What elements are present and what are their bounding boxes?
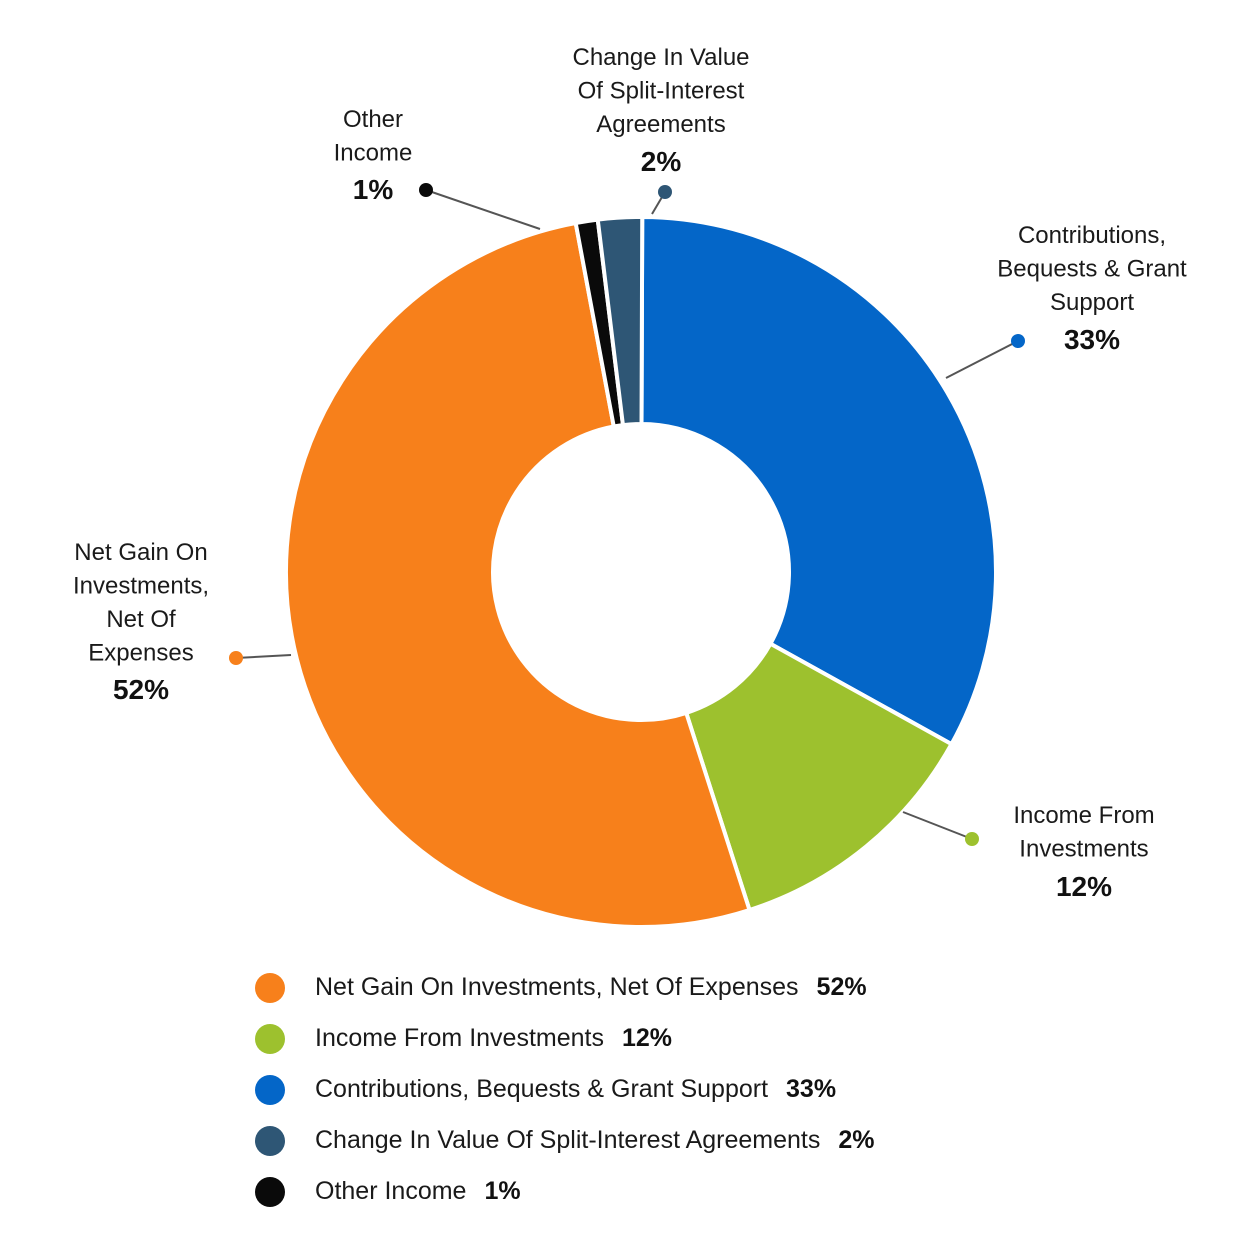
legend-percent: 1% xyxy=(484,1177,521,1205)
callout-leader-line xyxy=(425,189,541,230)
callout-dot xyxy=(965,832,979,846)
legend-percent: 52% xyxy=(816,973,867,1001)
callout-percent: 2% xyxy=(641,146,682,177)
callout-leader-line xyxy=(945,340,1019,379)
legend-item[interactable]: Change In Value Of Split-Interest Agreem… xyxy=(255,1115,875,1166)
legend-item[interactable]: Other Income 1% xyxy=(255,1166,875,1217)
legend-label: Income From Investments xyxy=(315,1024,604,1052)
legend-label: Net Gain On Investments, Net Of Expenses xyxy=(315,973,799,1001)
legend-swatch xyxy=(255,972,285,1003)
legend-label: Contributions, Bequests & Grant Support xyxy=(315,1075,769,1103)
callout-label: Income From Investments xyxy=(1013,802,1154,863)
legend-percent: 2% xyxy=(838,1126,875,1154)
callout-dot xyxy=(658,185,672,199)
callout-label: Contributions, Bequests & Grant Support xyxy=(997,222,1187,316)
callout-dot xyxy=(229,651,243,665)
donut-slice[interactable] xyxy=(684,641,954,913)
legend-item[interactable]: Net Gain On Investments, Net Of Expenses… xyxy=(255,962,875,1013)
donut-slice[interactable] xyxy=(284,221,752,929)
callout-label: Other Income xyxy=(334,106,413,167)
callout-label: Change In Value Of Split-Interest Agreemen… xyxy=(572,44,749,138)
callout-dot xyxy=(419,183,433,197)
callout-percent: 1% xyxy=(353,174,394,205)
legend-item[interactable]: Income From Investments 12% xyxy=(255,1013,875,1064)
donut-slices xyxy=(284,215,998,929)
legend-percent: 12% xyxy=(621,1024,673,1052)
legend-swatch xyxy=(255,1023,285,1054)
donut-slice[interactable] xyxy=(595,215,645,428)
callout-label: Net Gain On Investments, Net Of Expenses xyxy=(73,539,209,667)
donut-slice[interactable] xyxy=(639,215,998,747)
callout-leader-line xyxy=(235,654,292,659)
legend-swatch xyxy=(255,1125,285,1156)
legend-swatch xyxy=(255,1176,285,1207)
slice-callouts: Contributions, Bequests & Grant Support 33%… xyxy=(73,44,1187,902)
callout-leader-line xyxy=(902,811,973,840)
legend-label: Other Income xyxy=(315,1177,467,1205)
legend-item[interactable]: Contributions, Bequests & Grant Support … xyxy=(255,1064,875,1115)
legend-percent: 33% xyxy=(786,1075,837,1103)
chart-legend: Net Gain On Investments, Net Of Expenses… xyxy=(255,962,875,1217)
legend-swatch xyxy=(255,1074,285,1105)
callout-dot xyxy=(1011,334,1025,348)
callout-percent: 33% xyxy=(1064,324,1120,355)
legend-label: Change In Value Of Split-Interest Agreem… xyxy=(315,1126,821,1154)
callout-percent: 12% xyxy=(1056,871,1112,902)
callout-percent: 52% xyxy=(113,674,169,705)
